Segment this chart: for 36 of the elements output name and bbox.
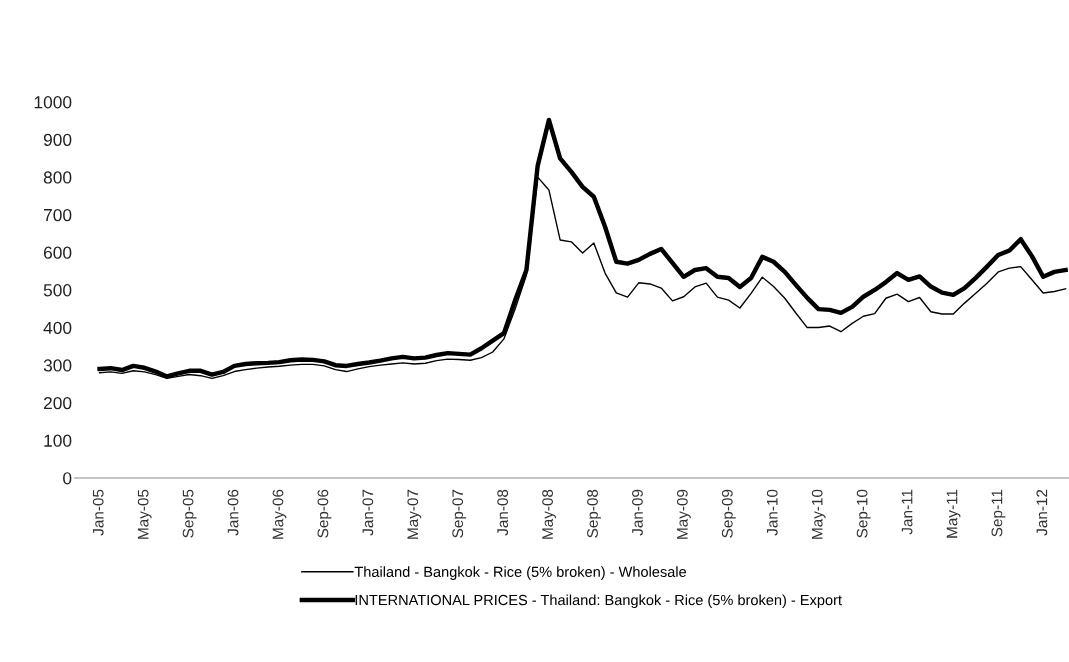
x-tick-label: Jan-11	[901, 489, 913, 535]
y-tick-label: 300	[43, 359, 72, 372]
x-tick-label: May-06	[272, 489, 287, 539]
x-tick-label: Sep-09	[721, 489, 736, 538]
legend-label: Thailand - Bangkok - Rice (5% broken) - Wholesale	[354, 566, 687, 580]
x-tick-label: May-07	[407, 489, 422, 539]
y-tick-label: 400	[43, 321, 72, 335]
y-tick-label: 0	[63, 472, 72, 485]
x-tick-label: Jan-09	[632, 489, 643, 536]
y-tick-label: 200	[43, 396, 72, 410]
y-tick-label: 800	[43, 171, 72, 184]
x-tick-label: Jan-12	[1036, 489, 1048, 536]
y-tick-label: 500	[43, 284, 72, 297]
x-tick-label: Sep-11	[991, 489, 1006, 537]
x-tick-label: May-05	[137, 489, 152, 539]
y-tick-label: 900	[43, 133, 72, 147]
x-tick-label: Sep-06	[317, 489, 332, 538]
x-tick-label: Jan-05	[92, 489, 104, 536]
x-tick-label: May-08	[542, 489, 557, 539]
x-tick-label: May-11	[946, 489, 961, 538]
x-tick-label: Sep-10	[856, 489, 871, 538]
x-tick-label: Jan-07	[362, 489, 374, 536]
x-tick-label: Jan-10	[766, 489, 778, 536]
y-tick-label: 600	[43, 246, 72, 259]
y-tick-label: 100	[44, 434, 72, 447]
x-tick-label: Sep-07	[452, 489, 467, 538]
x-tick-label: Sep-05	[182, 489, 197, 538]
x-tick-label: May-10	[811, 489, 826, 539]
x-tick-label: Jan-06	[227, 489, 239, 536]
legend-label: INTERNATIONAL PRICES - Thailand: Bangkok - Rice (5% broken) - Export	[355, 594, 842, 609]
y-tick-label: 700	[43, 208, 72, 222]
y-tick-label: 1000	[34, 96, 72, 109]
x-tick-label: Jan-08	[497, 489, 509, 536]
x-tick-label: Sep-08	[587, 489, 601, 538]
line-series	[97, 117, 1068, 379]
x-tick-label: May-09	[676, 489, 691, 539]
